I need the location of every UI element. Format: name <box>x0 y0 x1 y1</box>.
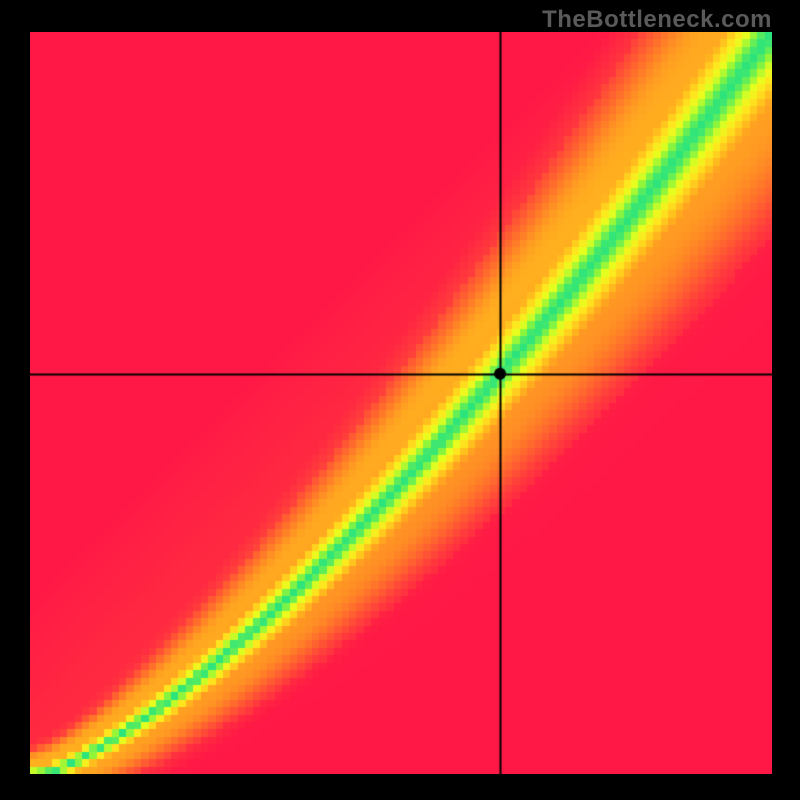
bottleneck-heatmap <box>30 32 772 774</box>
watermark-text: TheBottleneck.com <box>542 6 772 34</box>
chart-container: TheBottleneck.com <box>0 0 800 800</box>
